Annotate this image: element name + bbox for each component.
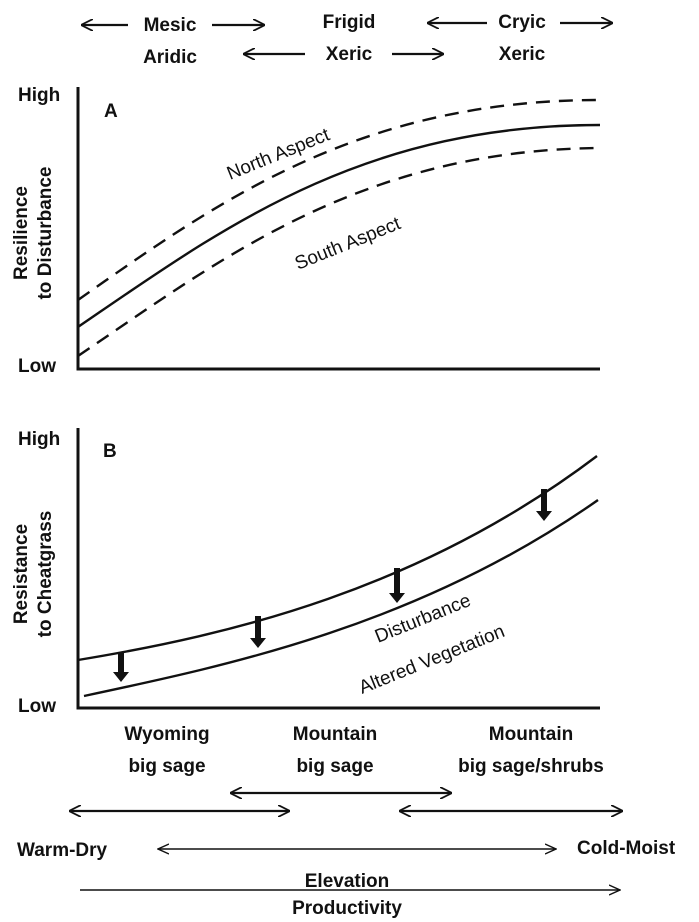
regime-xeric-mid-label: Xeric <box>326 44 373 65</box>
panel-a-y-label-line2: to Disturbance <box>35 166 56 299</box>
vegetation-range-arrows <box>70 793 622 811</box>
panel-b-y-label-line1: Resistance <box>11 524 32 624</box>
panel-b-letter: B <box>103 441 117 462</box>
regime-aridic-label: Aridic <box>143 47 197 68</box>
veg-mountain-shrubs-line1: Mountain <box>489 724 573 745</box>
panel-b-y-high: High <box>18 429 60 450</box>
panel-a-axes <box>76 87 600 371</box>
panel-b-upper-curve <box>77 455 598 662</box>
regime-xeric-right-label: Xeric <box>499 44 546 65</box>
panel-a-y-label-line1: Resilience <box>11 186 32 280</box>
disturbance-arrow-3 <box>389 568 405 603</box>
veg-mountain-shrubs-line2: big sage/shrubs <box>458 756 604 777</box>
veg-mountain-line1: Mountain <box>293 724 377 745</box>
gradient-warm-dry: Warm-Dry <box>17 840 108 861</box>
regime-mesic-label: Mesic <box>144 15 197 36</box>
panel-b-axes <box>76 428 600 710</box>
gradient-elevation: Elevation <box>305 871 389 892</box>
disturbance-arrows <box>113 489 552 682</box>
veg-wyoming-line1: Wyoming <box>124 724 209 745</box>
veg-mountain-line2: big sage <box>296 756 373 777</box>
disturbance-arrow-1 <box>113 653 129 682</box>
panel-a-y-low: Low <box>18 356 56 377</box>
disturbance-arrow-4 <box>536 489 552 521</box>
panel-a-south-curve <box>77 146 601 357</box>
veg-wyoming-line2: big sage <box>128 756 205 777</box>
gradient-cold-moist: Cold-Moist <box>577 838 676 859</box>
panel-a-letter: A <box>104 101 118 122</box>
regime-frigid-label: Frigid <box>323 12 376 33</box>
panel-a-mean-curve <box>77 123 601 328</box>
disturbance-arrow-2 <box>250 616 266 648</box>
top-regime-labels: Mesic Aridic Frigid Xeric Cryic Xeric <box>82 12 612 68</box>
panel-a-y-high: High <box>18 85 60 106</box>
panel-a: High Low A Resilience to Disturbance Nor… <box>11 85 601 377</box>
panel-a-south-label: South Aspect <box>292 213 404 275</box>
panel-b-y-low: Low <box>18 696 56 717</box>
panel-b: High Low B Resistance to Cheatgrass Dist… <box>11 428 600 717</box>
gradient-productivity: Productivity <box>292 898 402 919</box>
vegetation-labels: Wyoming big sage Mountain big sage Mount… <box>124 724 603 777</box>
panel-a-north-curve <box>77 98 601 301</box>
panel-a-north-label: North Aspect <box>224 124 333 184</box>
panel-b-y-label-line2: to Cheatgrass <box>35 511 56 638</box>
regime-cryic-label: Cryic <box>498 12 546 33</box>
panel-b-lower-curve <box>83 499 599 698</box>
environmental-gradient: Warm-Dry Cold-Moist Elevation Productivi… <box>17 838 676 919</box>
